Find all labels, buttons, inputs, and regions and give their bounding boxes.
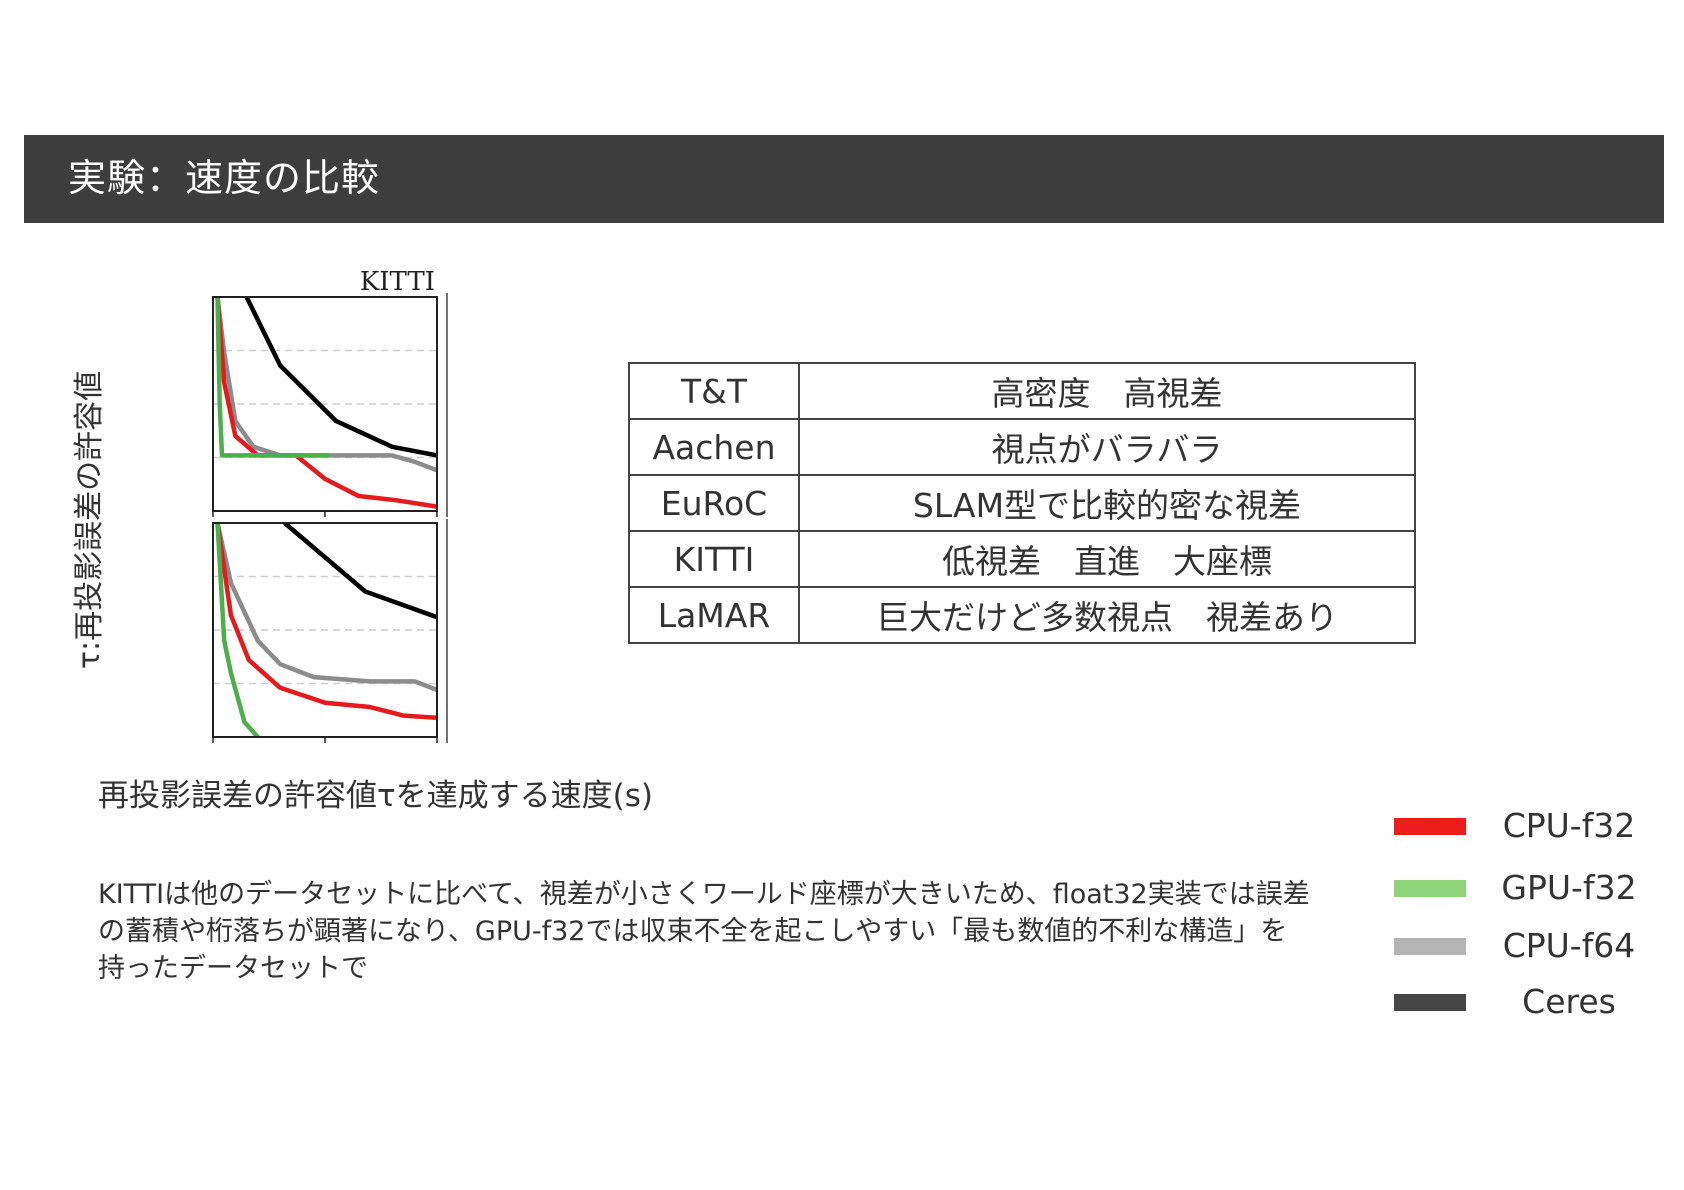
dataset-name-cell: T&T: [628, 362, 800, 420]
note-line: KITTIは他のデータセットに比べて、視差が小さくワールド座標が大きいため、fl…: [98, 879, 1310, 910]
legend-item-cpu-f32: CPU-f32: [1392, 806, 1672, 846]
dataset-description-cell: 巨大だけど多数視点 視差あり: [798, 586, 1416, 644]
table-row: T&T 高密度 高視差: [628, 362, 1416, 420]
dataset-description-cell: 低視差 直進 大座標: [798, 530, 1416, 588]
series-line-gpu-f32: [215, 297, 330, 458]
chart-panels: [212, 293, 448, 743]
chart: KITTI: [212, 267, 448, 743]
legend-swatch: [1394, 994, 1466, 1011]
legend-swatch: [1394, 818, 1466, 835]
dataset-description-cell: 視点がバラバラ: [798, 418, 1416, 476]
slide-title: 実験：速度の比較: [68, 156, 381, 200]
series-line-ceres: [283, 523, 437, 620]
series-line-cpu-f32: [215, 297, 437, 509]
series-line-ceres: [244, 297, 437, 458]
legend-label: CPU-f32: [1502, 806, 1636, 845]
legend-item-cpu-f64: CPU-f64: [1392, 926, 1672, 966]
legend-swatch: [1394, 938, 1466, 955]
dataset-name-cell: EuRoC: [628, 474, 800, 532]
legend-label: GPU-f32: [1501, 868, 1637, 907]
note-line: 持ったデータセットで: [98, 953, 368, 984]
table-row: LaMAR 巨大だけど多数視点 視差あり: [628, 586, 1416, 644]
dataset-table: T&T 高密度 高視差 Aachen 視点がバラバラ EuRoC SLAM型で比較的密な視…: [628, 362, 1416, 644]
chart-panel: [212, 293, 448, 517]
legend-item-gpu-f32: GPU-f32: [1392, 868, 1672, 908]
dataset-name-cell: LaMAR: [628, 586, 800, 644]
table-row: KITTI 低視差 直進 大座標: [628, 530, 1416, 588]
dataset-table-body: T&T 高密度 高視差 Aachen 視点がバラバラ EuRoC SLAM型で比較的密な視…: [628, 362, 1416, 644]
note-line: の蓄積や桁落ちが顕著になり、GPU-f32では収束不全を起こしやすい「最も数値的…: [98, 916, 1288, 947]
chart-x-axis-label: 再投影誤差の許容値τを達成する速度(s): [98, 778, 654, 814]
series-line-cpu-f64: [215, 297, 437, 473]
legend-label: CPU-f64: [1502, 926, 1636, 965]
chart-panel: [212, 519, 448, 743]
title-bar: 実験：速度の比較: [24, 135, 1664, 223]
chart-legend: CPU-f32 GPU-f32 CPU-f64 Ceres: [1392, 806, 1672, 1026]
dataset-description-cell: SLAM型で比較的密な視差: [798, 474, 1416, 532]
series-line-cpu-f32: [215, 523, 437, 720]
chart-title: KITTI: [360, 267, 435, 297]
series-line-cpu-f64: [215, 523, 437, 693]
dataset-description-cell: 高密度 高視差: [798, 362, 1416, 420]
note-text: KITTIは他のデータセットに比べて、視差が小さくワールド座標が大きいため、fl…: [98, 876, 1318, 987]
legend-item-ceres: Ceres: [1392, 982, 1672, 1022]
table-row: EuRoC SLAM型で比較的密な視差: [628, 474, 1416, 532]
dataset-name-cell: KITTI: [628, 530, 800, 588]
legend-label: Ceres: [1522, 982, 1616, 1021]
legend-swatch: [1394, 880, 1466, 897]
table-row: Aachen 視点がバラバラ: [628, 418, 1416, 476]
dataset-name-cell: Aachen: [628, 418, 800, 476]
series-line-gpu-f32: [215, 523, 260, 737]
